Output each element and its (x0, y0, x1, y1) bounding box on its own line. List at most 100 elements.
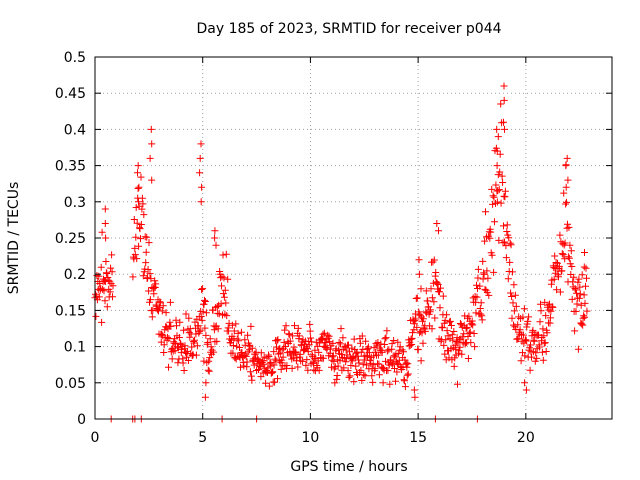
y-tick-label: 0.25 (55, 231, 86, 247)
data-point (368, 372, 376, 380)
data-point (166, 298, 174, 306)
data-point (413, 323, 421, 331)
data-point (436, 304, 444, 312)
data-point (543, 329, 551, 337)
data-point (504, 275, 512, 283)
data-point (135, 183, 143, 191)
data-point (374, 351, 382, 359)
data-point (233, 335, 241, 343)
data-point (446, 317, 454, 325)
data-point (466, 328, 474, 336)
data-point (450, 328, 458, 335)
data-point (560, 189, 568, 197)
data-point (210, 326, 218, 334)
data-point (561, 239, 569, 247)
data-point (232, 320, 240, 328)
data-point (102, 234, 110, 242)
y-tick-label: 0.05 (55, 376, 86, 392)
data-point (100, 287, 108, 295)
data-point (520, 305, 528, 313)
data-point (234, 329, 242, 337)
data-point (331, 379, 339, 387)
data-point (578, 271, 586, 279)
data-point (493, 162, 501, 170)
data-point (201, 324, 209, 332)
data-point (556, 288, 564, 296)
data-point (427, 306, 434, 314)
data-point (477, 310, 485, 318)
data-point (470, 330, 478, 337)
data-point (192, 351, 200, 359)
data-point (430, 298, 438, 306)
data-point (129, 273, 137, 281)
data-point (168, 355, 176, 363)
data-point (333, 372, 341, 379)
data-point (536, 343, 543, 351)
data-point (412, 315, 420, 323)
data-point (411, 317, 419, 325)
data-point (557, 238, 565, 246)
data-point (430, 256, 438, 264)
y-tick-label: 0.15 (55, 303, 86, 319)
data-point (288, 355, 296, 363)
data-point (456, 343, 464, 351)
data-point (465, 312, 473, 320)
data-point (193, 342, 201, 350)
data-point (362, 337, 370, 345)
data-point (103, 303, 111, 311)
data-point (384, 367, 392, 375)
data-point (326, 338, 334, 346)
data-point (334, 362, 342, 370)
data-point (151, 277, 159, 285)
data-point (92, 292, 100, 300)
data-point (522, 386, 530, 394)
data-point (364, 343, 372, 351)
data-point (98, 228, 106, 236)
data-point (175, 334, 183, 341)
data-point (358, 332, 366, 340)
data-point (93, 272, 101, 279)
data-point (582, 264, 590, 272)
data-point (485, 291, 493, 299)
data-point (236, 344, 243, 351)
data-point (558, 267, 566, 275)
data-point (270, 348, 278, 356)
data-point (542, 348, 550, 355)
data-point (493, 125, 501, 133)
data-point (247, 322, 255, 330)
data-point (131, 244, 139, 252)
data-point (222, 299, 230, 307)
data-point (510, 281, 518, 289)
grid-layer (95, 57, 612, 419)
data-point (501, 125, 508, 133)
data-point (290, 343, 298, 351)
data-point (416, 311, 424, 319)
data-point (282, 343, 289, 350)
data-point (508, 293, 516, 300)
data-point (204, 339, 212, 346)
data-point (342, 346, 350, 354)
data-point (479, 275, 487, 283)
data-point (542, 312, 550, 320)
data-point (217, 300, 225, 308)
data-point (514, 321, 522, 329)
data-point (213, 337, 221, 345)
data-point (521, 352, 529, 360)
data-point (532, 349, 540, 357)
data-point (394, 350, 402, 357)
data-point (279, 353, 287, 361)
data-point (160, 349, 168, 356)
data-point (101, 205, 109, 213)
data-point (360, 371, 368, 379)
data-point (582, 282, 589, 290)
data-point (571, 327, 579, 335)
data-point (562, 162, 570, 170)
data-point (503, 221, 511, 229)
data-point (329, 339, 337, 347)
data-point (335, 339, 343, 346)
data-point (101, 220, 109, 227)
data-point (427, 285, 435, 293)
data-point (184, 357, 192, 364)
data-point (108, 268, 116, 276)
data-point (101, 297, 109, 305)
